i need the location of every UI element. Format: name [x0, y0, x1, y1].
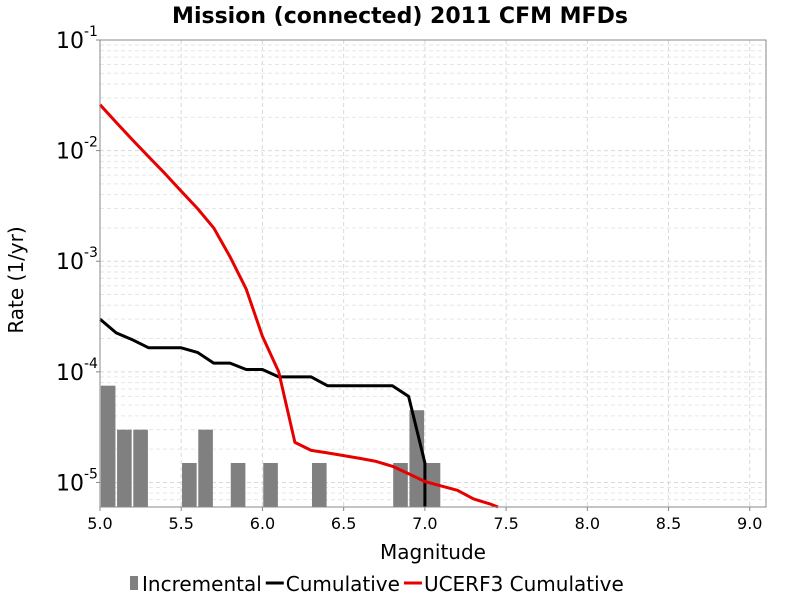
x-tick-label: 5.0 [87, 514, 112, 533]
x-tick-label: 6.5 [331, 514, 356, 533]
x-tick-label: 7.5 [493, 514, 518, 533]
x-tick-label: 5.5 [168, 514, 193, 533]
x-tick-label: 7.0 [412, 514, 437, 533]
x-axis-ticks: 5.0 5.5 6.0 6.5 7.0 7.5 8.0 8.5 9.0 [87, 507, 762, 533]
x-tick-label: 8.0 [575, 514, 600, 533]
incremental-bar [409, 410, 425, 507]
incremental-bar [198, 429, 213, 507]
plot-border [99, 39, 767, 508]
incremental-bar [133, 429, 148, 507]
incremental-bar [117, 429, 132, 507]
y-tick-label: 10-1 [56, 24, 98, 54]
legend-label-ucerf3-cumulative: UCERF3 Cumulative [424, 572, 624, 596]
incremental-bar [100, 385, 116, 507]
legend-label-cumulative: Cumulative [286, 572, 400, 596]
y-tick-label: 10-5 [56, 466, 98, 496]
incremental-bar [393, 462, 408, 507]
legend-label-incremental: Incremental [142, 572, 262, 596]
y-axis-ticks: 10-5 10-4 10-3 10-2 10-1 [56, 24, 100, 496]
y-tick-label: 10-3 [56, 245, 98, 275]
y-tick-label: 10-4 [56, 356, 98, 386]
incremental-bar [230, 462, 246, 507]
incremental-bar [263, 462, 278, 507]
x-tick-label: 8.5 [656, 514, 681, 533]
incremental-bar [311, 462, 327, 507]
series-lines [98, 103, 499, 509]
x-tick-label: 9.0 [737, 514, 762, 533]
y-tick-label: 10-2 [56, 135, 98, 165]
y-axis-label: Rate (1/yr) [4, 226, 28, 333]
legend-swatch-incremental [130, 576, 138, 590]
incremental-bars [100, 385, 441, 507]
chart-title: Mission (connected) 2011 CFM MFDs [172, 4, 628, 29]
x-tick-label: 6.0 [250, 514, 275, 533]
x-axis-label: Magnitude [380, 540, 486, 564]
cumulative-line [99, 317, 427, 507]
incremental-bar [182, 462, 197, 507]
legend: Incremental Cumulative UCERF3 Cumulative [130, 572, 624, 596]
ucerf3-cumulative-line [98, 103, 499, 509]
plot-background [100, 40, 766, 507]
